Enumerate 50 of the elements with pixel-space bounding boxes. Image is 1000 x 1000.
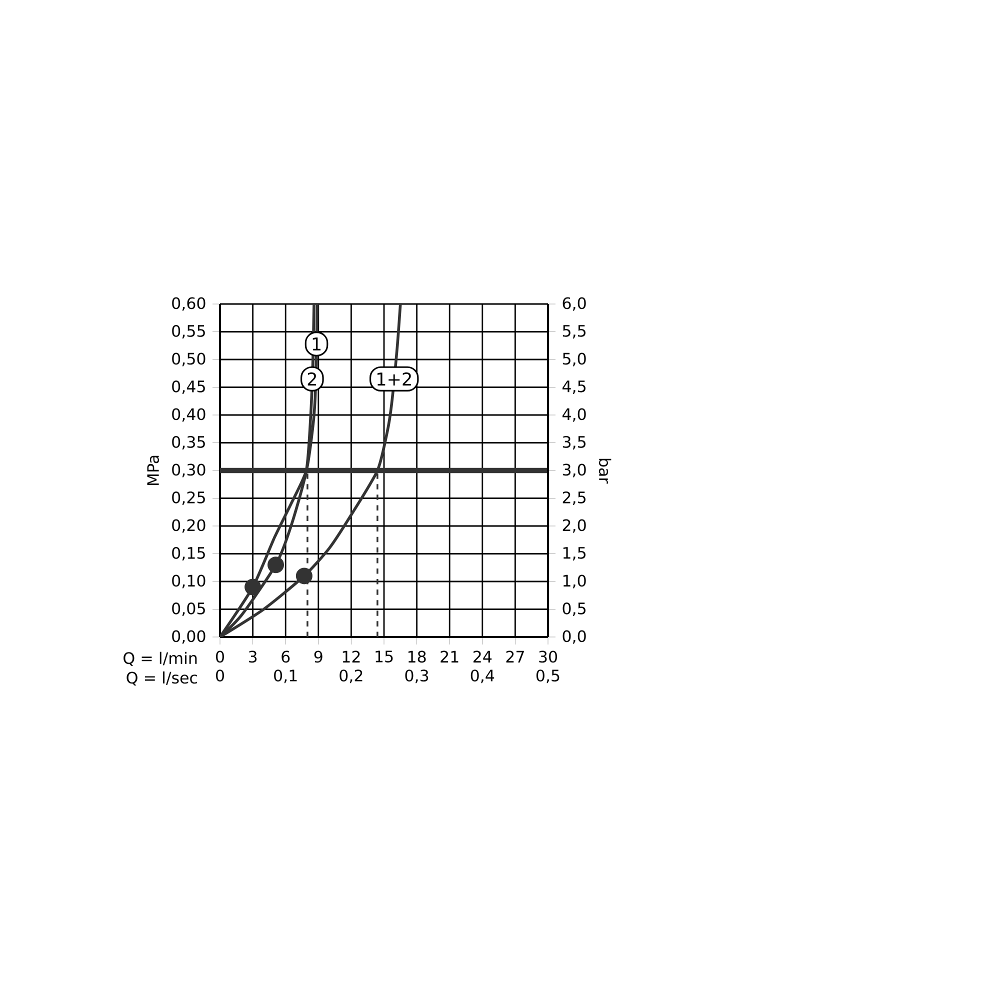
y-tick-label: 0,05 [172, 602, 205, 616]
y-tick-label: 0,25 [172, 491, 205, 506]
x-tick-label: 18 [408, 650, 426, 663]
x2-tick-label: 0,1 [274, 670, 297, 684]
y2-tick-label: 3,0 [562, 464, 586, 478]
y-tick-label: 0,35 [172, 436, 205, 450]
series-label: 2 [308, 372, 316, 386]
x-tick-label: 12 [342, 650, 360, 662]
y2-axis-title: bar [598, 458, 612, 484]
y2-tick-label: 5,0 [562, 352, 586, 366]
x2-tick-label: 0,2 [340, 670, 362, 684]
y2-tick-label: 0,5 [562, 602, 586, 616]
x-axis-title: Q = l/min [124, 652, 197, 666]
y-tick-label: 0,30 [172, 464, 206, 478]
y-axis-title: MPa [147, 456, 160, 486]
x2-tick-label: 0,3 [405, 670, 428, 684]
x-tick-label: 21 [440, 650, 458, 662]
y-tick-label: 0,55 [172, 324, 205, 339]
y2-tick-label: 0,0 [562, 630, 586, 644]
x-tick-label: 9 [314, 650, 322, 663]
x-tick-label: 6 [282, 650, 290, 663]
series-label: 1 [312, 338, 320, 350]
y2-tick-label: 4,5 [562, 380, 586, 394]
x-tick-label: 3 [248, 650, 257, 663]
y-tick-label: 0,60 [172, 297, 206, 311]
x2-axis-title: Q = l/sec [126, 671, 197, 686]
y-tick-label: 0,10 [172, 574, 206, 588]
x-tick-label: 15 [376, 650, 393, 662]
y-tick-label: 0,50 [172, 352, 206, 366]
y-tick-label: 0,45 [172, 380, 205, 394]
x-tick-label: 24 [473, 650, 492, 662]
y-tick-label: 0,00 [172, 630, 206, 644]
y2-tick-label: 3,5 [562, 436, 586, 450]
y-tick-label: 0,15 [172, 546, 205, 561]
series-label: 1+2 [378, 372, 411, 386]
y2-tick-label: 2,5 [562, 491, 586, 506]
y-tick-label: 0,40 [172, 408, 206, 422]
y2-tick-label: 4,0 [562, 408, 586, 422]
x2-tick-label: 0,4 [470, 670, 494, 684]
x-tick-label: 27 [506, 650, 524, 662]
y2-tick-label: 1,5 [563, 547, 586, 560]
y-tick-label: 0,20 [172, 519, 206, 533]
x-tick-label: 30 [539, 650, 558, 663]
x2-tick-label: 0 [216, 670, 224, 682]
y2-tick-label: 2,0 [562, 519, 586, 533]
x2-tick-label: 0,5 [536, 670, 560, 684]
y2-tick-label: 5,5 [562, 325, 586, 338]
y2-tick-label: 1,0 [563, 574, 586, 588]
y2-tick-label: 6,0 [562, 297, 586, 311]
x-tick-label: 0 [216, 650, 224, 663]
